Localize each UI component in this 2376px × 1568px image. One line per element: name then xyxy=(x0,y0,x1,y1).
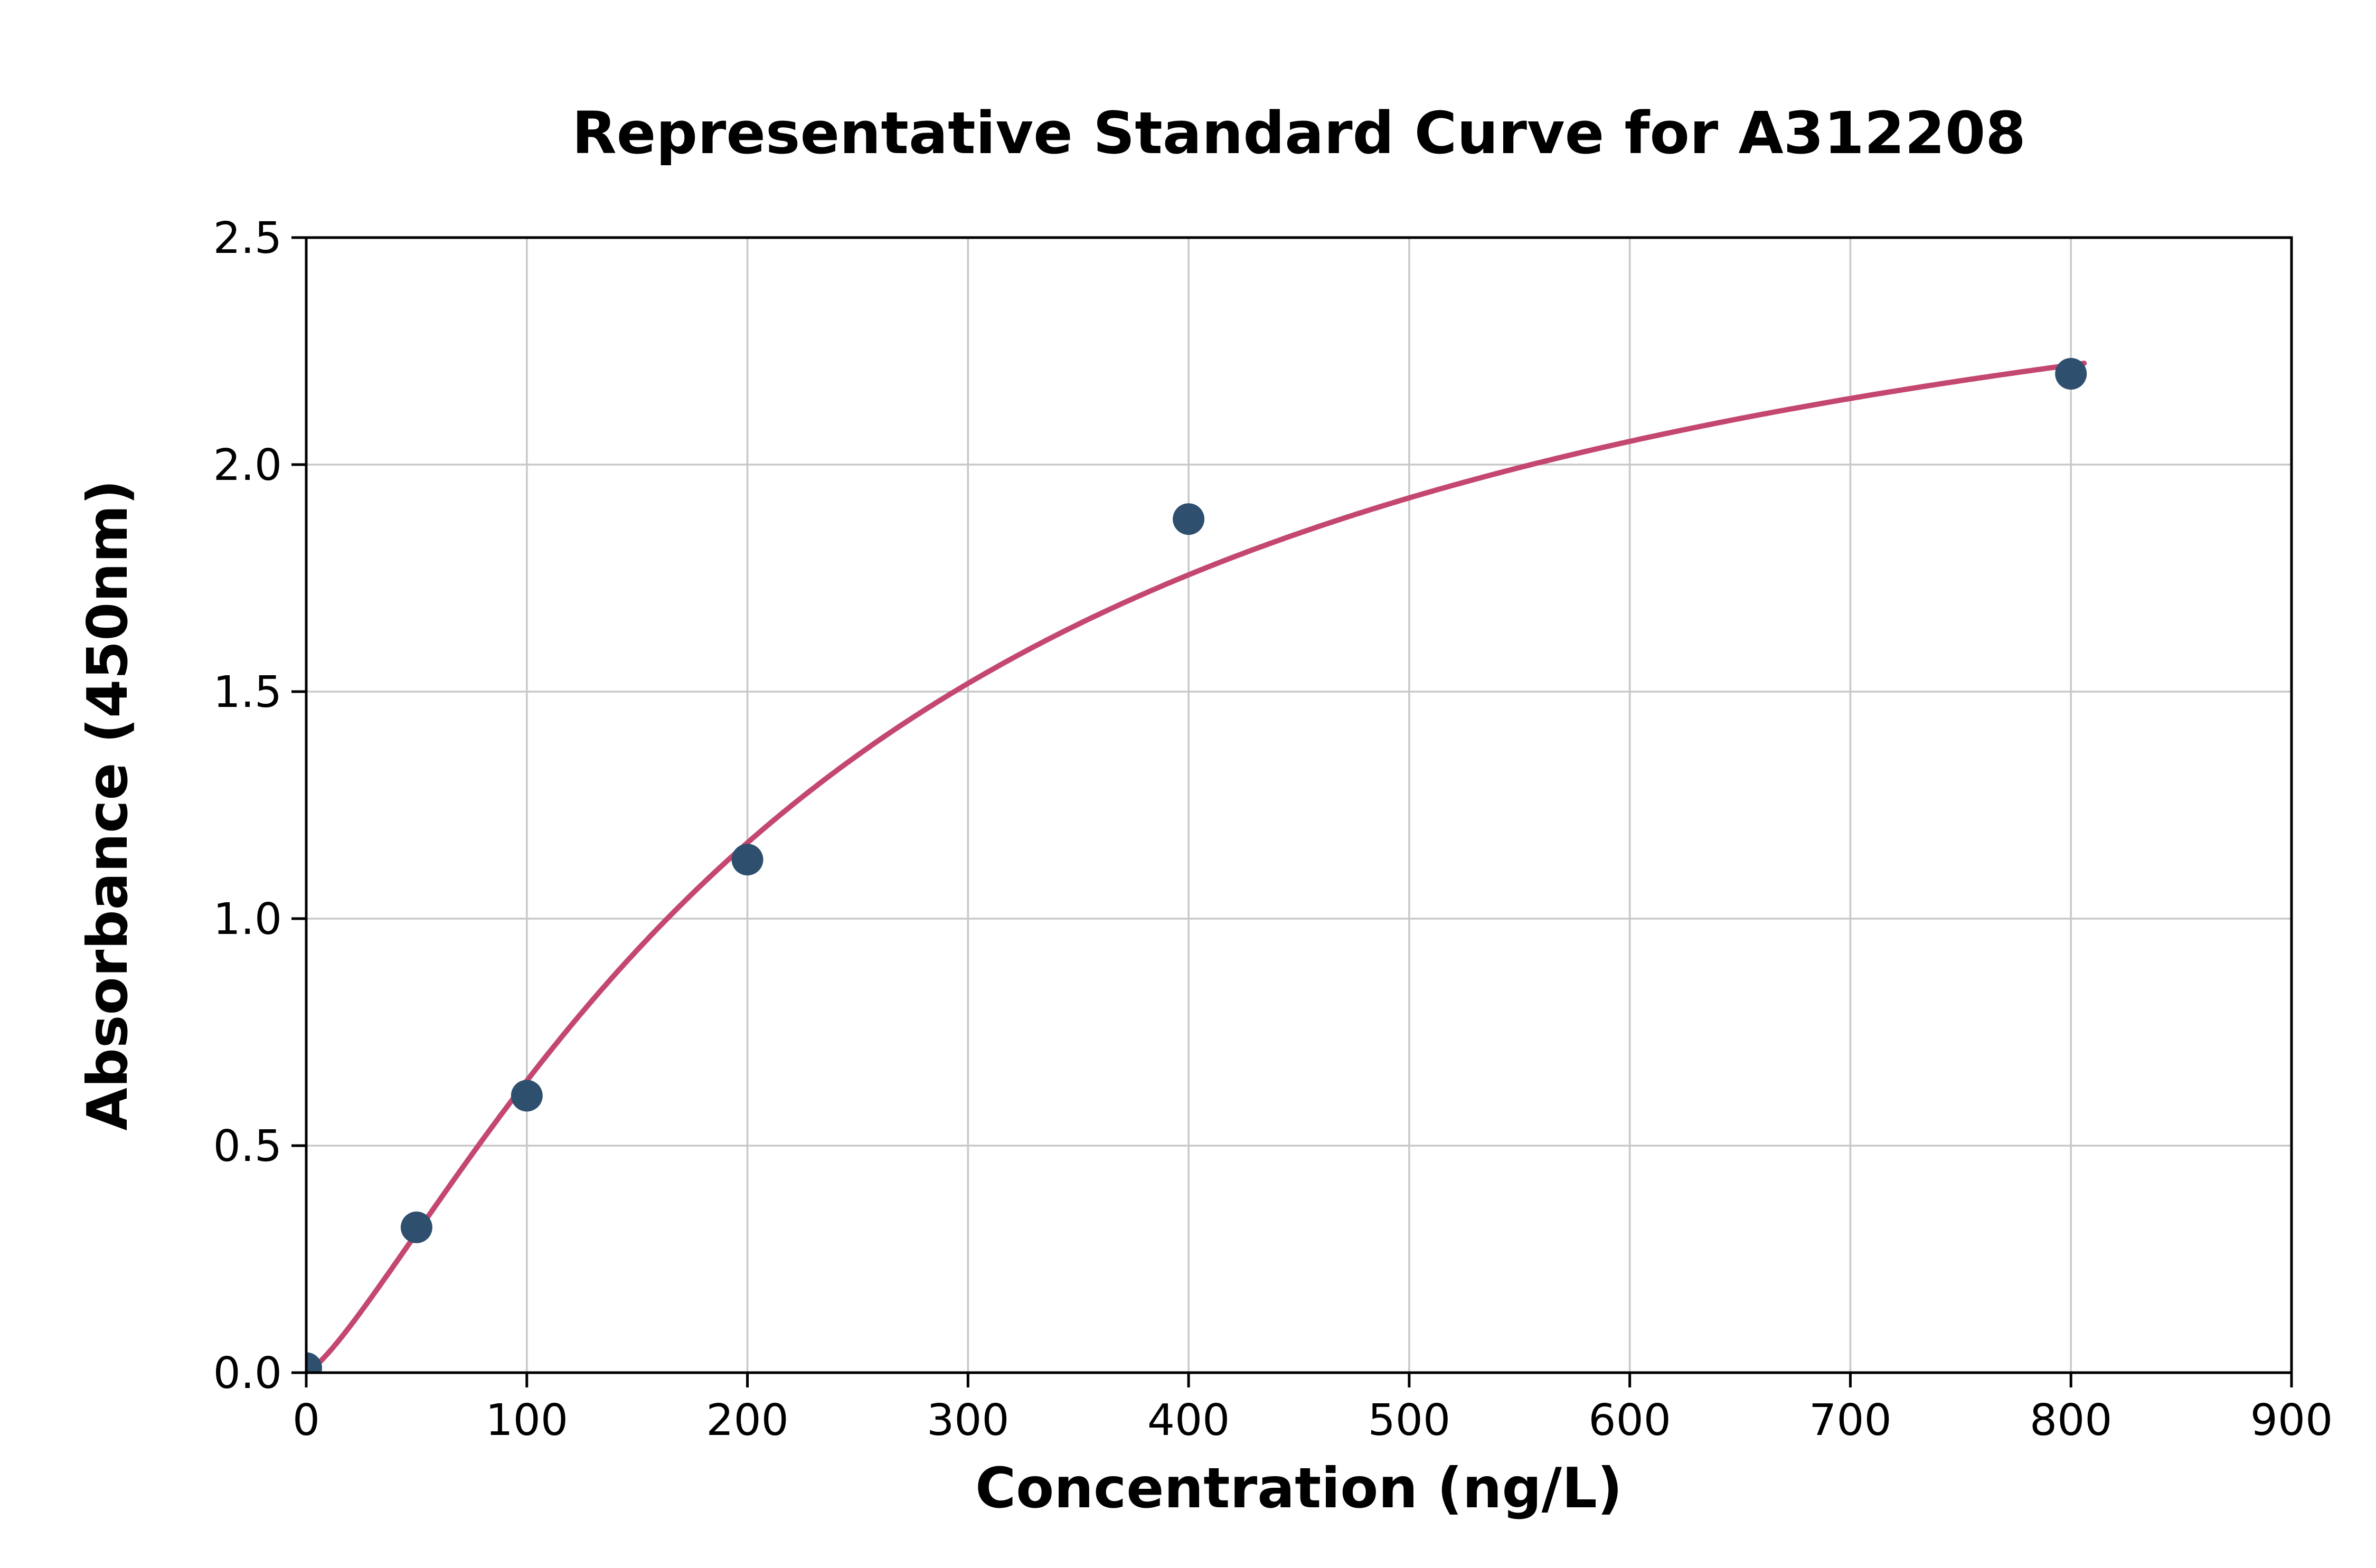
x-tick-label: 700 xyxy=(1809,1395,1892,1446)
fit-curve-path xyxy=(306,361,2087,1373)
grid xyxy=(305,237,2293,1374)
x-tick-label: 600 xyxy=(1588,1395,1671,1446)
x-tick-label: 0 xyxy=(293,1395,320,1446)
fit-curve xyxy=(306,361,2087,1373)
data-point xyxy=(400,1211,432,1243)
x-axis-label: Concentration (ng/L) xyxy=(975,1456,1623,1520)
x-tick-label: 900 xyxy=(2250,1395,2333,1446)
data-point xyxy=(2055,358,2087,390)
x-tick-label: 200 xyxy=(706,1395,789,1446)
y-tick-label: 0.5 xyxy=(213,1121,282,1172)
data-point xyxy=(306,1352,322,1373)
plot-border xyxy=(305,236,2293,1374)
data-points xyxy=(306,358,2087,1373)
y-tick-label: 2.0 xyxy=(213,440,282,490)
x-tick-label: 500 xyxy=(1368,1395,1451,1446)
data-point xyxy=(731,844,763,876)
axis-ticks: 0 100 200 300 400 500 600 700 800 900 0.0 0.5 1.0 1.5… xyxy=(213,213,2333,1446)
y-tick-label: 1.0 xyxy=(213,894,282,944)
y-tick-label: 0.0 xyxy=(213,1348,282,1399)
data-point xyxy=(1173,503,1205,535)
data-point xyxy=(511,1080,543,1112)
x-tick-label: 800 xyxy=(2030,1395,2113,1446)
x-tick-label: 100 xyxy=(486,1395,569,1446)
x-tick-label: 300 xyxy=(927,1395,1010,1446)
y-axis-label: Absorbance (450nm) xyxy=(76,480,140,1131)
chart-title: Representative Standard Curve for A31220… xyxy=(572,99,2026,167)
y-tick-label: 2.5 xyxy=(213,213,282,263)
y-tick-label: 1.5 xyxy=(213,667,282,717)
x-tick-label: 400 xyxy=(1147,1395,1230,1446)
